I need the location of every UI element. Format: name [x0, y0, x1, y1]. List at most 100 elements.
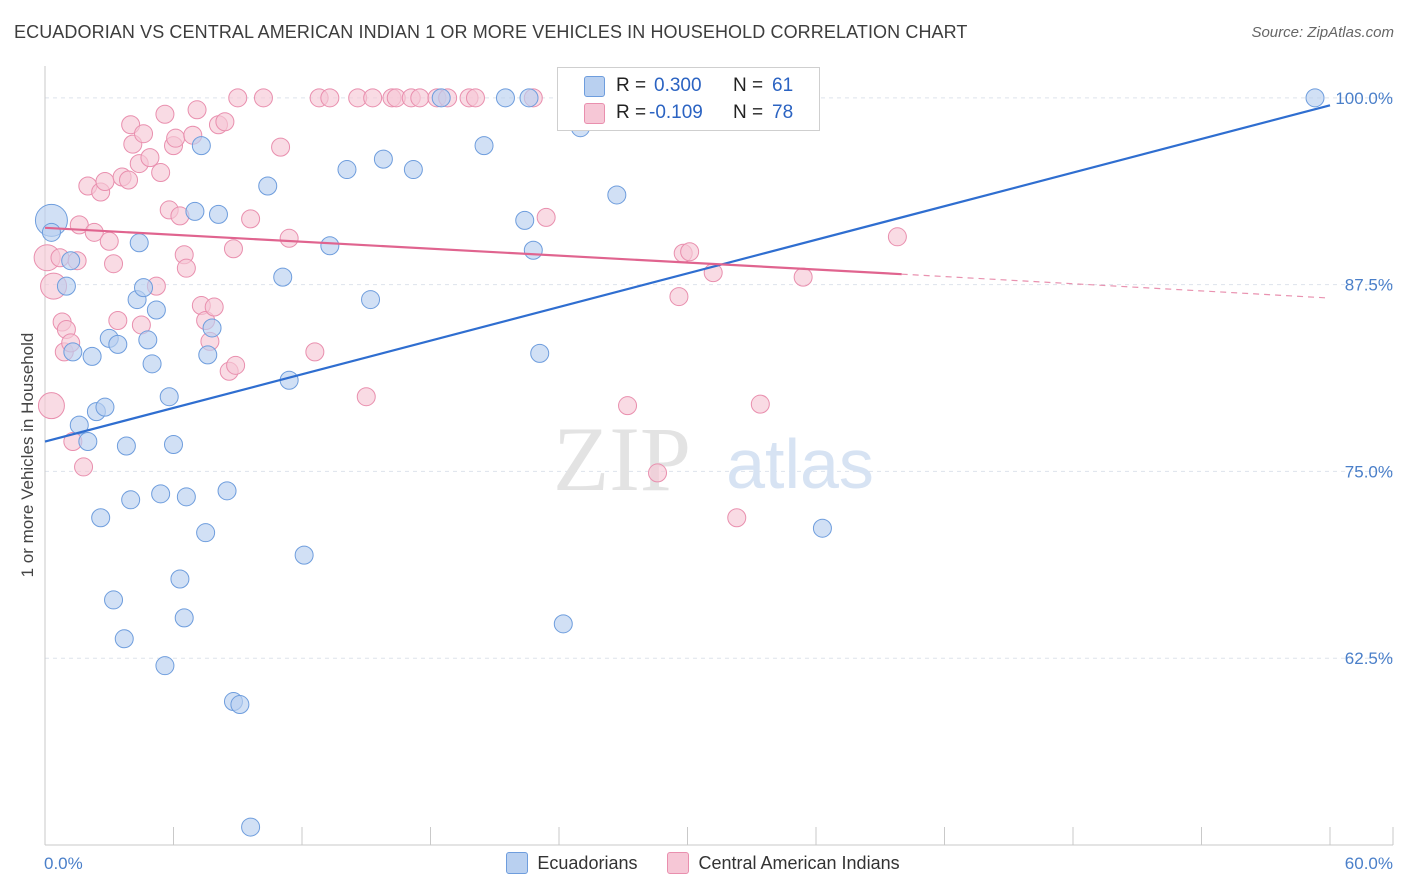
stats-swatch-ecuadorians — [584, 76, 605, 97]
point-ecuadorians-22 — [146, 300, 166, 320]
stats-legend-box: R = 0.300 N = 61 R = -0.109 N = 78 — [557, 67, 820, 131]
point-ecuadorians-9 — [91, 508, 111, 528]
point-central-american-indians-61 — [410, 88, 430, 108]
point-central-american-indians-1 — [37, 392, 65, 420]
trend-line-central-american-indians-extension — [901, 273, 1331, 299]
watermark: ZIP atlas — [553, 408, 874, 510]
point-ecuadorians-32 — [196, 523, 216, 543]
point-ecuadorians-24 — [155, 656, 175, 676]
point-ecuadorians-40 — [258, 176, 278, 196]
point-central-american-indians-37 — [187, 100, 207, 120]
point-ecuadorians-34 — [202, 318, 222, 338]
point-central-american-indians-56 — [356, 387, 376, 407]
point-ecuadorians-41 — [273, 267, 293, 287]
point-central-american-indians-45 — [223, 239, 243, 259]
point-central-american-indians-47 — [228, 88, 248, 108]
stats-n-value-2: 78 — [772, 102, 794, 123]
series-ecuadorians — [34, 88, 1325, 837]
stats-n-value-1: 61 — [772, 75, 794, 96]
point-central-american-indians-17 — [104, 254, 124, 274]
point-ecuadorians-52 — [515, 210, 535, 230]
point-ecuadorians-47 — [373, 149, 393, 169]
trend-lines — [44, 104, 1331, 443]
point-ecuadorians-45 — [337, 160, 357, 180]
point-ecuadorians-59 — [812, 518, 832, 538]
trend-line-central-american-indians — [44, 226, 902, 276]
point-ecuadorians-16 — [121, 490, 141, 510]
point-ecuadorians-56 — [553, 614, 573, 634]
chart-title: ECUADORIAN VS CENTRAL AMERICAN INDIAN 1 … — [14, 22, 968, 42]
bottom-legend: Ecuadorians Central American Indians — [0, 852, 1406, 874]
watermark-atlas: atlas — [726, 425, 874, 503]
stats-n-label-2: N = — [733, 102, 764, 123]
point-ecuadorians-43 — [294, 545, 314, 565]
y-tick-label-0: 62.5% — [1345, 649, 1393, 668]
point-central-american-indians-20 — [119, 170, 139, 190]
point-ecuadorians-39 — [241, 817, 261, 837]
point-central-american-indians-69 — [648, 463, 668, 483]
source-label: Source: ZipAtlas.com — [1251, 24, 1394, 41]
point-ecuadorians-49 — [431, 88, 451, 108]
y-tick-label-2: 87.5% — [1345, 276, 1393, 295]
point-central-american-indians-67 — [536, 207, 556, 227]
stats-n-label-1: N = — [733, 75, 764, 96]
point-central-american-indians-50 — [271, 137, 291, 157]
y-tick-label-3: 100.0% — [1335, 89, 1393, 108]
point-ecuadorians-36 — [217, 481, 237, 501]
legend-item-ecuadorians[interactable]: Ecuadorians — [506, 852, 637, 874]
point-central-american-indians-51 — [279, 228, 299, 248]
point-ecuadorians-20 — [138, 330, 158, 350]
legend-swatch-central-american-indians — [667, 852, 690, 874]
point-central-american-indians-72 — [680, 242, 700, 262]
stats-r-label-1: R = — [616, 75, 647, 96]
point-ecuadorians-12 — [104, 590, 124, 610]
point-ecuadorians-6 — [78, 432, 98, 452]
point-central-american-indians-29 — [155, 104, 175, 124]
point-ecuadorians-13 — [108, 334, 128, 354]
point-central-american-indians-46 — [226, 355, 246, 375]
point-ecuadorians-33 — [198, 345, 218, 365]
point-central-american-indians-70 — [669, 287, 689, 307]
legend-label-ecuadorians: Ecuadorians — [537, 852, 638, 873]
gridlines — [45, 97, 1393, 659]
point-ecuadorians-58 — [607, 185, 627, 205]
point-central-american-indians-52 — [305, 342, 325, 362]
point-central-american-indians-16 — [99, 231, 119, 251]
point-central-american-indians-76 — [793, 267, 813, 287]
point-central-american-indians-11 — [74, 457, 94, 477]
stats-swatch-central-american-indians — [584, 103, 605, 124]
point-central-american-indians-32 — [166, 128, 186, 148]
point-ecuadorians-30 — [185, 201, 205, 221]
x-tick-label-1: 60.0% — [1345, 854, 1393, 873]
point-ecuadorians-44 — [320, 236, 340, 256]
point-central-american-indians-49 — [253, 88, 273, 108]
point-ecuadorians-26 — [164, 435, 183, 455]
point-central-american-indians-74 — [727, 508, 747, 528]
point-ecuadorians-27 — [170, 569, 190, 589]
point-central-american-indians-75 — [750, 394, 770, 414]
point-ecuadorians-4 — [63, 342, 83, 362]
point-central-american-indians-65 — [465, 88, 485, 108]
trend-line-ecuadorians — [44, 104, 1331, 443]
point-ecuadorians-60 — [1305, 88, 1325, 108]
legend-swatch-ecuadorians — [506, 852, 529, 874]
axes — [44, 66, 1394, 846]
point-ecuadorians-3 — [61, 251, 81, 271]
stats-r-value-1: 0.300 — [654, 75, 702, 96]
point-central-american-indians-57 — [363, 88, 383, 108]
point-ecuadorians-53 — [519, 88, 539, 108]
point-central-american-indians-41 — [204, 297, 224, 317]
point-central-american-indians-68 — [618, 396, 638, 416]
legend-item-central-american-indians[interactable]: Central American Indians — [667, 852, 900, 874]
point-ecuadorians-35 — [208, 204, 228, 224]
point-ecuadorians-25 — [159, 387, 179, 407]
point-central-american-indians-25 — [134, 124, 154, 144]
point-central-american-indians-18 — [108, 310, 128, 330]
point-ecuadorians-29 — [176, 487, 196, 507]
point-ecuadorians-55 — [530, 343, 550, 363]
point-central-american-indians-15 — [95, 172, 115, 192]
point-central-american-indians-28 — [151, 163, 171, 183]
point-ecuadorians-51 — [495, 88, 515, 108]
legend-label-central-american-indians: Central American Indians — [698, 852, 900, 873]
